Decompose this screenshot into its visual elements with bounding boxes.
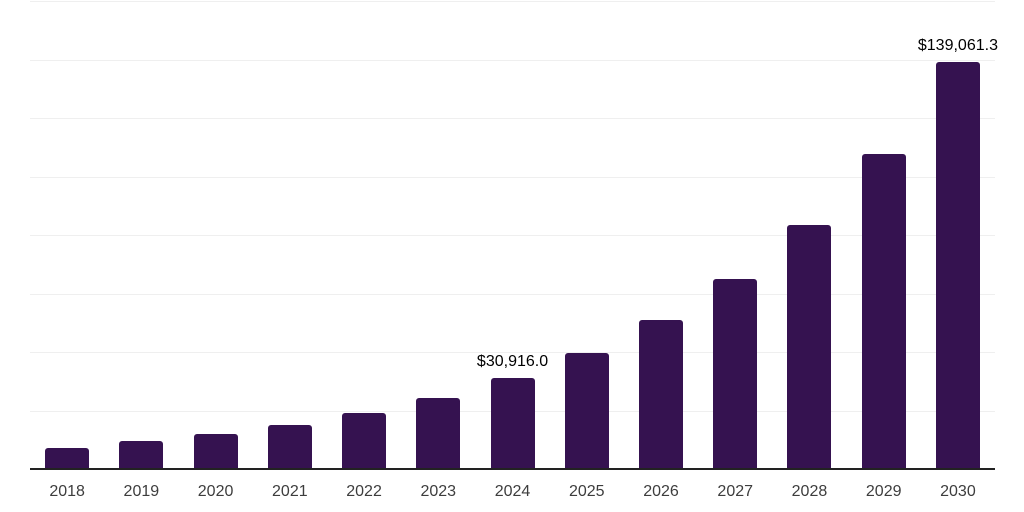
bar-2023 (416, 397, 461, 468)
x-tick-2027: 2027 (717, 483, 754, 500)
bar-column-2020 (178, 1, 252, 468)
x-axis-line (30, 468, 995, 470)
plot-area: $30,916.0 $139,061.3 (30, 1, 998, 470)
x-tick-2022: 2022 (346, 483, 382, 500)
x-tick-2026: 2026 (643, 483, 679, 500)
bar-2030 (935, 62, 980, 468)
gridline (30, 352, 995, 353)
bar-column-2030: $139,061.3 (917, 1, 998, 468)
x-axis-tick-labels: 2018 2019 2020 2021 2022 2023 2024 2025 2026 2027… (30, 483, 995, 501)
gridline (30, 1, 995, 2)
bar-2020 (193, 433, 238, 468)
x-tick-2024: 2024 (494, 483, 531, 500)
bar-2026 (638, 320, 683, 468)
data-label-2024: $30,916.0 (476, 352, 549, 370)
bar-2027 (713, 278, 758, 468)
bar-2022 (342, 413, 387, 468)
bar-column-2026 (624, 1, 698, 468)
bar-2029 (861, 154, 906, 468)
x-tick-2023: 2023 (420, 483, 457, 500)
bar-2019 (119, 441, 164, 468)
bar-2028 (787, 224, 832, 468)
x-tick-2028: 2028 (791, 483, 828, 500)
bar-column-2025 (550, 1, 624, 468)
x-tick-2021: 2021 (272, 483, 308, 500)
bar-column-2022 (327, 1, 401, 468)
x-tick-2029: 2029 (865, 483, 902, 500)
x-tick-2025: 2025 (568, 483, 605, 500)
x-tick-2019: 2019 (123, 483, 160, 500)
gridline (30, 118, 995, 119)
bar-column-2027 (698, 1, 772, 468)
bar-column-2019 (104, 1, 178, 468)
gridline (30, 293, 995, 295)
bar-column-2023 (401, 1, 475, 468)
bar-2018 (45, 448, 90, 468)
bar-column-2029 (847, 1, 921, 468)
bars-row: $30,916.0 $139,061.3 (30, 1, 998, 468)
bar-column-2024: $30,916.0 (475, 1, 549, 468)
data-label-2030: $139,061.3 (917, 37, 998, 55)
gridline (30, 59, 995, 61)
bar-column-2021 (253, 1, 327, 468)
x-tick-2020: 2020 (197, 483, 234, 500)
gridline (30, 235, 995, 236)
gridline (30, 176, 995, 178)
x-tick-2018: 2018 (49, 483, 85, 500)
bar-2021 (267, 424, 312, 468)
bar-2024 (490, 377, 535, 468)
bar-column-2018 (30, 1, 104, 468)
bar-2025 (564, 352, 609, 468)
bar-column-2028 (772, 1, 846, 468)
x-tick-2030: 2030 (940, 483, 976, 500)
